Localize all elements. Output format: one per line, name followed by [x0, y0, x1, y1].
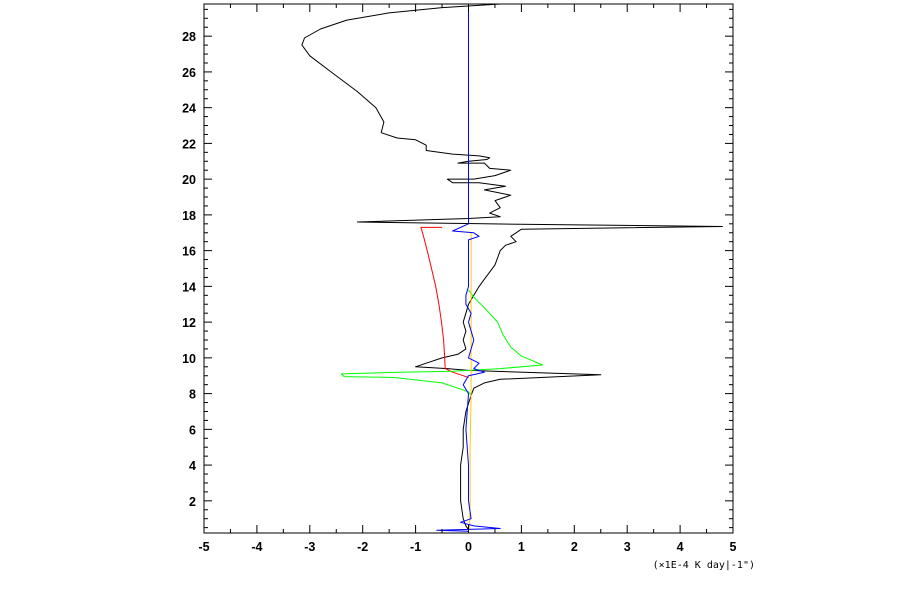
y-tick-label: 10: [182, 352, 196, 366]
x-tick-label: 3: [624, 540, 631, 554]
x-axis-unit-label: (×1E-4 K day|-1"): [653, 560, 755, 571]
series-line-4: [469, 232, 472, 530]
y-tick-label: 12: [182, 316, 196, 330]
series-line-2: [420, 226, 469, 378]
x-tick-label: 4: [677, 540, 684, 554]
y-tick-label: 22: [182, 137, 196, 151]
y-tick-label: 4: [189, 459, 196, 473]
y-tick-label: 16: [182, 245, 196, 259]
series-line-5: [436, 4, 501, 532]
y-tick-label: 2: [189, 495, 196, 509]
y-tick-label: 14: [182, 280, 196, 294]
x-tick-label: 1: [518, 540, 525, 554]
x-tick-label: -5: [198, 540, 209, 554]
x-tick-label: -4: [251, 540, 262, 554]
y-tick-label: 8: [189, 388, 196, 402]
x-tick-label: -1: [410, 540, 421, 554]
series-layer: [301, 3, 723, 532]
x-tick-label: -2: [357, 540, 368, 554]
series-line-3: [341, 289, 544, 396]
y-tick-label: 28: [182, 30, 196, 44]
x-tick-label: 0: [465, 540, 472, 554]
y-tick-label: 18: [182, 209, 196, 223]
x-tick-label: -3: [304, 540, 315, 554]
series-line-1: [301, 3, 723, 530]
y-tick-label: 26: [182, 66, 196, 80]
x-tick-label: 5: [730, 540, 737, 554]
y-tick-label: 20: [182, 173, 196, 187]
x-tick-label: 2: [571, 540, 578, 554]
y-tick-label: 24: [182, 102, 196, 116]
y-tick-label: 6: [189, 423, 196, 437]
